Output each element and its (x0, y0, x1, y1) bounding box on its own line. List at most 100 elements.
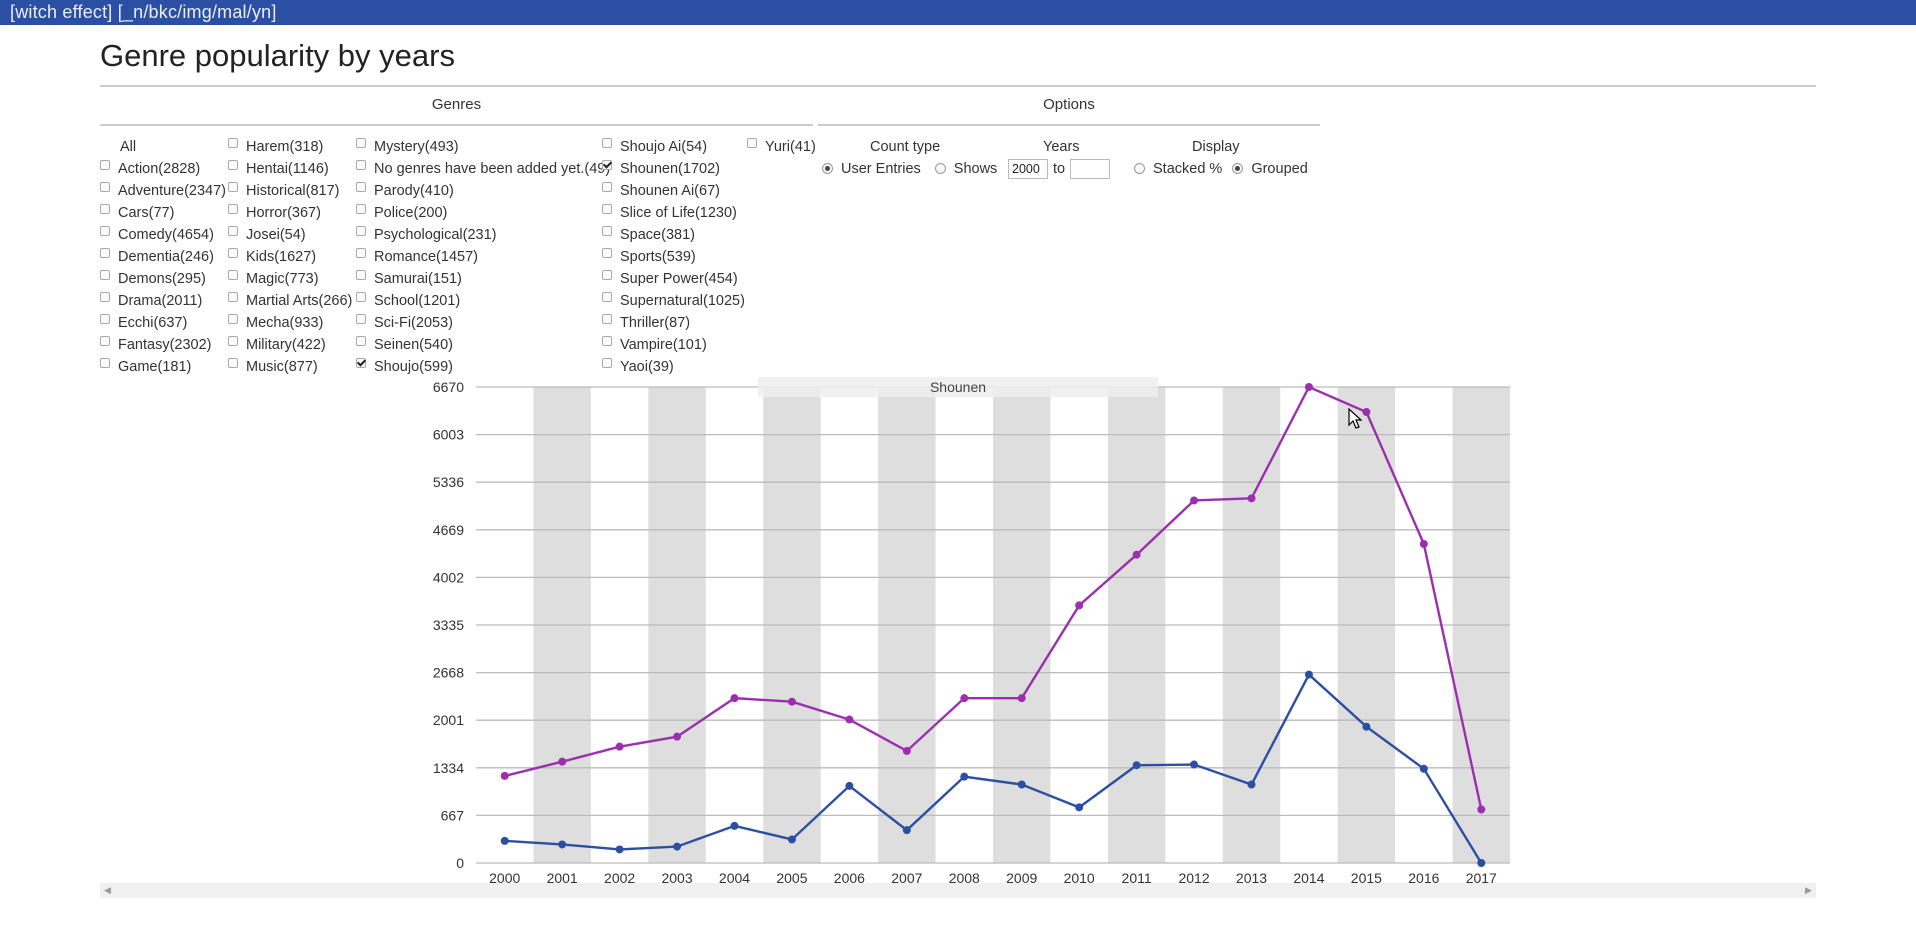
genre-item[interactable]: Parody(410) (356, 180, 610, 202)
genre-checkbox[interactable] (356, 160, 366, 170)
genre-label[interactable]: Psychological(231) (374, 227, 497, 243)
scroll-right-icon[interactable]: ▶ (1805, 885, 1812, 895)
genre-item[interactable]: Samurai(151) (356, 268, 610, 290)
genre-item[interactable]: Martial Arts(266) (228, 290, 352, 312)
genre-item[interactable]: Thriller(87) (602, 312, 745, 334)
genre-label[interactable]: Samurai(151) (374, 271, 462, 287)
genre-label[interactable]: Parody(410) (374, 183, 454, 199)
genre-label[interactable]: Space(381) (620, 227, 695, 243)
genre-item[interactable]: Music(877) (228, 356, 352, 378)
genre-checkbox[interactable] (356, 336, 366, 346)
genre-checkbox[interactable] (602, 314, 612, 324)
genre-item[interactable]: Mystery(493) (356, 136, 610, 158)
display-grouped-label[interactable]: Grouped (1251, 161, 1308, 177)
genre-item[interactable]: Adventure(2347) (100, 180, 226, 202)
genre-item[interactable]: Action(2828) (100, 158, 226, 180)
genre-item[interactable]: Historical(817) (228, 180, 352, 202)
genre-checkbox[interactable] (228, 336, 238, 346)
genre-item[interactable]: Fantasy(2302) (100, 334, 226, 356)
horizontal-scrollbar[interactable]: ◀ ▶ (100, 883, 1816, 898)
genre-checkbox[interactable] (356, 138, 366, 148)
display-stacked-label[interactable]: Stacked % (1153, 161, 1223, 177)
genre-label[interactable]: Vampire(101) (620, 337, 707, 353)
genre-item[interactable]: Harem(318) (228, 136, 352, 158)
genre-checkbox[interactable] (228, 160, 238, 170)
genre-checkbox[interactable] (100, 292, 110, 302)
genre-label[interactable]: Horror(367) (246, 205, 321, 221)
genre-checkbox[interactable] (100, 182, 110, 192)
genre-item[interactable]: Seinen(540) (356, 334, 610, 356)
count-shows-radio[interactable] (934, 162, 946, 174)
genre-checkbox[interactable] (100, 248, 110, 258)
genre-item[interactable]: Psychological(231) (356, 224, 610, 246)
genre-label[interactable]: Harem(318) (246, 139, 324, 155)
genre-item[interactable]: Shoujo Ai(54) (602, 136, 745, 158)
genre-item[interactable]: Hentai(1146) (228, 158, 352, 180)
genre-label[interactable]: Shounen Ai(67) (620, 183, 720, 199)
genre-checkbox[interactable] (100, 204, 110, 214)
year-from-input[interactable] (1008, 159, 1048, 179)
genre-label[interactable]: Game(181) (118, 359, 192, 375)
genre-label[interactable]: Thriller(87) (620, 315, 691, 331)
genre-item[interactable]: Kids(1627) (228, 246, 352, 268)
genre-checkbox[interactable] (356, 248, 366, 258)
genre-checkbox[interactable] (602, 182, 612, 192)
genre-label[interactable]: Magic(773) (246, 271, 319, 287)
genre-checkbox[interactable] (228, 138, 238, 148)
genre-checkbox[interactable] (100, 270, 110, 280)
genre-label[interactable]: Sports(539) (620, 249, 696, 265)
genre-item[interactable]: Dementia(246) (100, 246, 226, 268)
genre-item[interactable]: Sci-Fi(2053) (356, 312, 610, 334)
genre-item[interactable]: Military(422) (228, 334, 352, 356)
genre-checkbox[interactable] (602, 358, 612, 368)
display-stacked-radio[interactable] (1134, 162, 1145, 174)
genre-item[interactable]: Space(381) (602, 224, 745, 246)
genre-item[interactable]: No genres have been added yet.(49) (356, 158, 610, 180)
genre-checkbox[interactable] (228, 226, 238, 236)
genre-checkbox[interactable] (602, 336, 612, 346)
genre-item[interactable]: Supernatural(1025) (602, 290, 745, 312)
genre-label[interactable]: Slice of Life(1230) (620, 205, 737, 221)
count-shows-label[interactable]: Shows (953, 161, 998, 177)
genre-label[interactable]: School(1201) (374, 293, 461, 309)
genre-label[interactable]: Super Power(454) (620, 271, 738, 287)
genre-checkbox[interactable] (602, 204, 612, 214)
genre-checkbox[interactable] (356, 270, 366, 280)
genre-item[interactable]: Mecha(933) (228, 312, 352, 334)
genre-checkbox[interactable] (356, 292, 366, 302)
genre-item[interactable]: Slice of Life(1230) (602, 202, 745, 224)
count-user-entries-radio[interactable] (822, 162, 833, 174)
genre-label[interactable]: Police(200) (374, 205, 448, 221)
genre-label[interactable]: Martial Arts(266) (246, 293, 353, 309)
genre-item[interactable]: Super Power(454) (602, 268, 745, 290)
genre-label[interactable]: Yaoi(39) (620, 359, 674, 375)
genre-item[interactable]: Shoujo(599) (356, 356, 610, 378)
count-user-entries-label[interactable]: User Entries (841, 161, 921, 177)
genre-label[interactable]: No genres have been added yet.(49) (374, 161, 611, 177)
genre-item[interactable]: Shounen Ai(67) (602, 180, 745, 202)
genre-checkbox[interactable] (100, 358, 110, 368)
genre-checkbox[interactable] (356, 182, 366, 192)
genre-item[interactable]: Yaoi(39) (602, 356, 745, 378)
genre-checkbox[interactable] (747, 138, 757, 148)
genre-label[interactable]: Fantasy(2302) (118, 337, 212, 353)
genre-label[interactable]: Romance(1457) (374, 249, 478, 265)
genre-checkbox[interactable] (602, 270, 612, 280)
genre-checkbox[interactable] (100, 226, 110, 236)
genre-label[interactable]: Mecha(933) (246, 315, 324, 331)
genre-item[interactable]: Police(200) (356, 202, 610, 224)
genre-label[interactable]: Adventure(2347) (118, 183, 227, 199)
genre-label[interactable]: Drama(2011) (118, 293, 203, 309)
genre-label[interactable]: Hentai(1146) (246, 161, 329, 177)
genre-label[interactable]: Demons(295) (118, 271, 206, 287)
genre-item[interactable]: Sports(539) (602, 246, 745, 268)
genre-checkbox[interactable] (100, 160, 110, 170)
genre-checkbox[interactable] (228, 314, 238, 324)
genre-checkbox[interactable] (228, 270, 238, 280)
genre-checkbox[interactable] (356, 204, 366, 214)
genre-item[interactable]: Shounen(1702) (602, 158, 745, 180)
genre-checkbox[interactable] (602, 138, 612, 148)
genre-checkbox[interactable] (602, 248, 612, 258)
genre-label[interactable]: Mystery(493) (374, 139, 459, 155)
genre-checkbox[interactable] (228, 204, 238, 214)
